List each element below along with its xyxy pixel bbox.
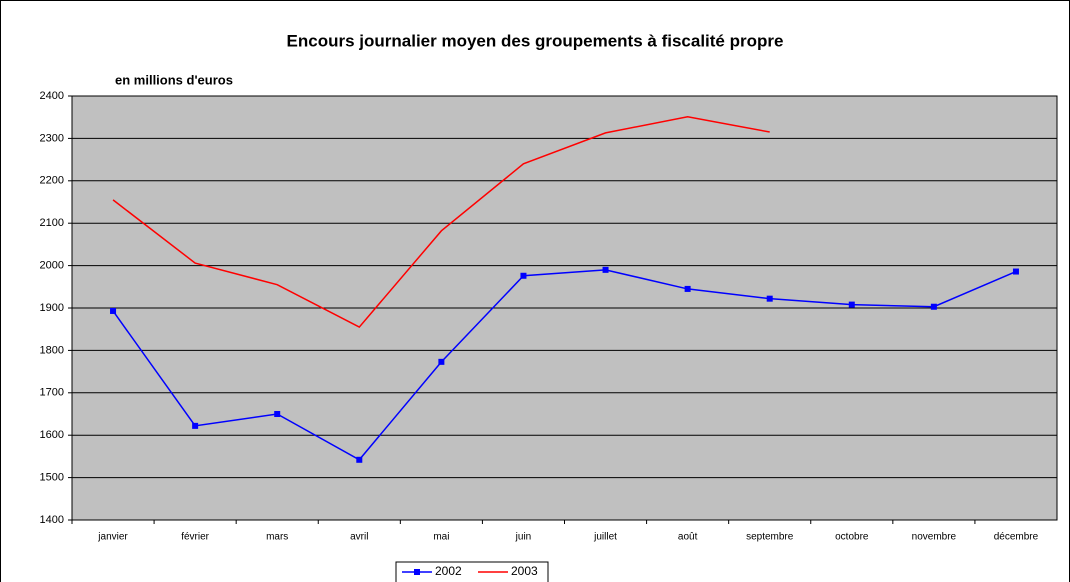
y-tick-label: 1600 [40,429,64,441]
x-tick-label: octobre [835,532,869,543]
legend-box [395,561,549,582]
point-marker [1012,268,1019,275]
chart-subtitle: en millions d'euros [115,72,233,87]
y-tick-label: 2300 [40,132,64,144]
y-tick-label: 1400 [40,514,64,526]
x-tick-label: août [678,532,698,543]
point-marker [192,422,199,429]
legend-marker [414,569,420,575]
x-tick-label: septembre [746,532,794,543]
point-marker [356,456,363,463]
y-tick-label: 2400 [40,90,64,102]
point-marker [766,295,773,302]
y-tick-label: 1800 [40,344,64,356]
y-tick-label: 2000 [40,260,64,272]
x-tick-label: décembre [994,532,1039,543]
x-tick-label: mai [433,532,449,543]
y-tick-label: 1500 [40,472,64,484]
x-tick-label: mars [266,532,288,543]
x-tick-label: février [181,532,209,543]
series-line [112,269,1017,461]
x-tick-label: juillet [593,532,617,543]
y-tick-label: 1700 [40,387,64,399]
point-marker [930,303,937,310]
series-line [112,116,770,329]
x-tick-label: novembre [912,532,957,543]
y-tick-label: 2100 [40,217,64,229]
point-marker [274,411,281,417]
point-marker [520,272,527,279]
point-marker [602,266,609,273]
chart-title: Encours journalier moyen des groupements… [287,31,784,50]
y-tick-label: 1900 [40,302,64,314]
point-marker [684,285,691,292]
x-tick-label: avril [350,532,368,543]
point-marker [110,307,117,314]
y-tick-label: 2200 [40,175,64,187]
legend-label: 2003 [511,564,538,578]
x-tick-label: juin [515,532,532,543]
point-marker [848,301,855,308]
point-marker [438,358,445,365]
legend-label: 2002 [435,564,462,578]
x-tick-label: janvier [97,532,128,543]
